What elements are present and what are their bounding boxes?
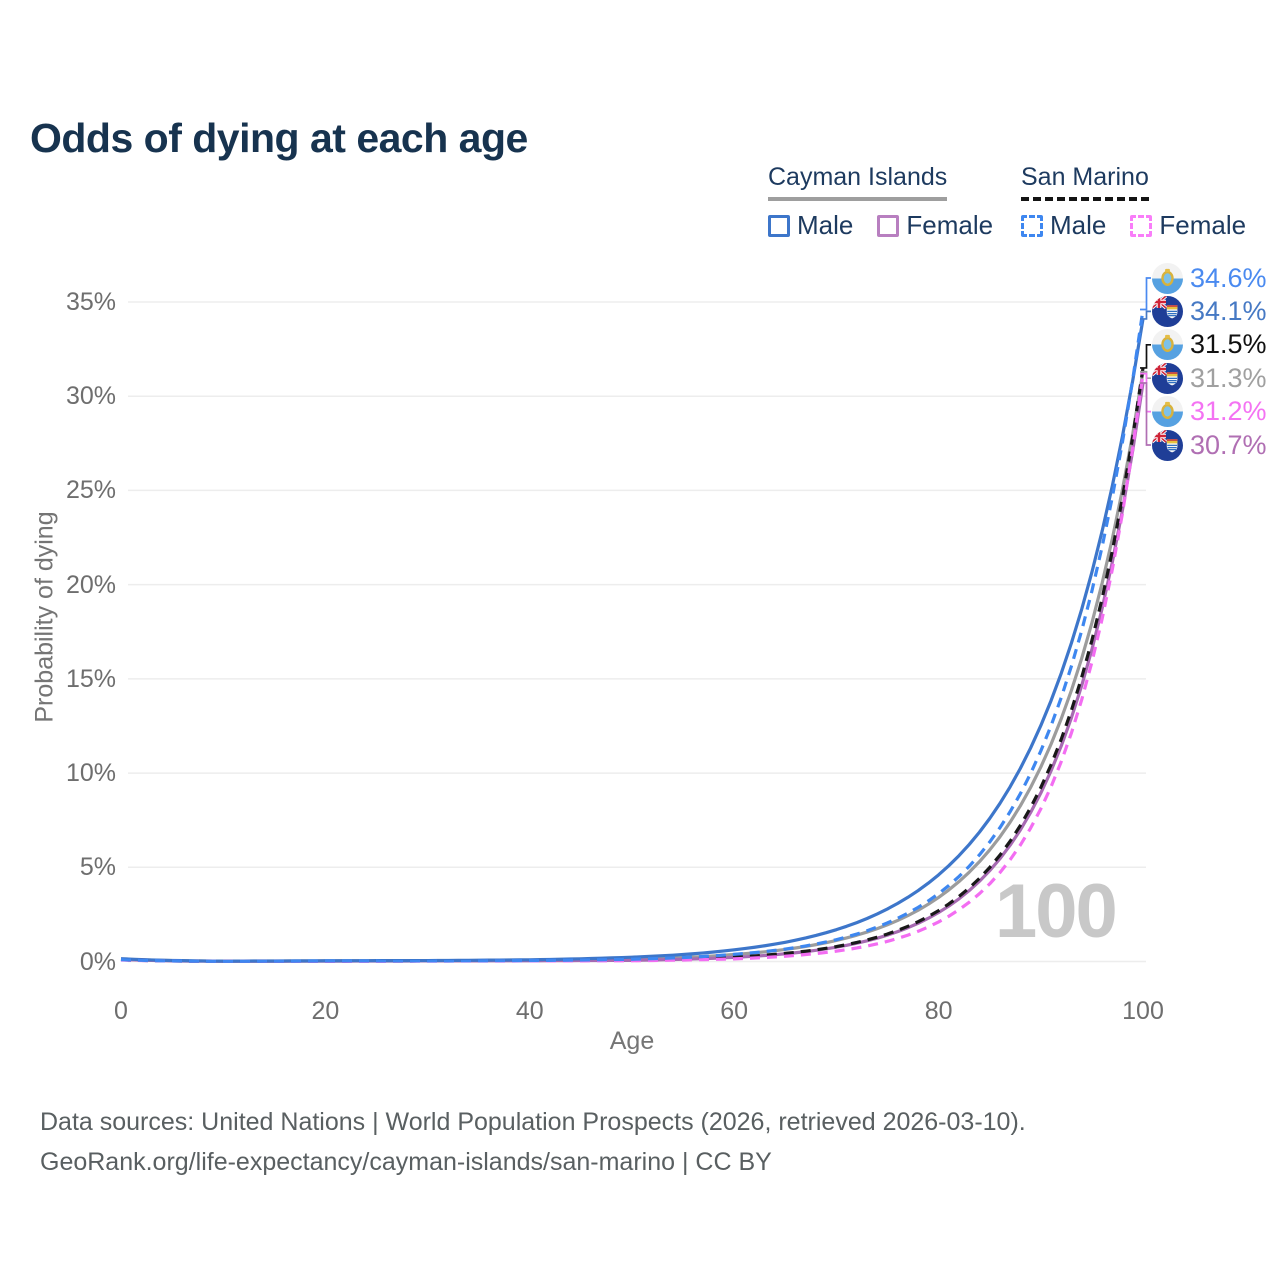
series-end-label: 30.7%: [1152, 429, 1267, 461]
end-label-connector: [1140, 382, 1151, 446]
legend-item-cayman-female[interactable]: Female: [877, 210, 993, 241]
age-watermark: 100: [995, 869, 1118, 954]
series-line-cayman-islands-female: [120, 382, 1145, 963]
san-marino-flag-icon: [1152, 262, 1183, 294]
series-end-label: 34.1%: [1152, 295, 1267, 327]
x-tick-label: 60: [720, 997, 749, 1025]
legend-item-sanmarino-female[interactable]: Female: [1130, 210, 1246, 241]
cayman-islands-flag-icon: [1152, 362, 1183, 394]
x-tick-label: 80: [924, 997, 953, 1025]
series-line-san-marino-male: [120, 309, 1145, 963]
legend-item-label: Female: [906, 210, 994, 240]
legend-title-san-marino[interactable]: San Marino: [1021, 163, 1149, 201]
end-value-text: 34.1%: [1190, 295, 1267, 326]
x-tick-label: 0: [114, 997, 128, 1025]
cayman-female-swatch-icon: [877, 214, 900, 237]
series-line-san-marino-female: [120, 373, 1145, 963]
page-title: Odds of dying at each age: [30, 115, 528, 162]
series-end-label: 31.3%: [1152, 362, 1267, 394]
legend-item-label: Male: [797, 210, 854, 240]
data-sources-text: Data sources: United Nations | World Pop…: [40, 1108, 1026, 1136]
legend-item-label: Male: [1050, 210, 1107, 240]
x-tick-label: 40: [515, 997, 544, 1025]
x-axis-title: Age: [609, 1027, 655, 1055]
legend-group-cayman-islands: Cayman Islands Male Female: [768, 163, 993, 241]
y-tick-label: 35%: [65, 288, 116, 316]
y-tick-label: 10%: [65, 759, 116, 788]
legend-title-cayman-islands[interactable]: Cayman Islands: [768, 163, 948, 201]
x-tick-label: 20: [311, 997, 340, 1025]
y-tick-label: 5%: [79, 853, 116, 882]
series-end-label: 34.6%: [1152, 262, 1267, 294]
end-value-text: 31.5%: [1190, 329, 1267, 360]
san-marino-flag-icon: [1152, 329, 1183, 361]
end-label-connector: [1140, 343, 1151, 369]
end-value-text: 31.3%: [1190, 362, 1267, 393]
y-tick-label: 30%: [65, 382, 116, 411]
series-line-cayman-islands-male: [120, 318, 1145, 963]
cayman-islands-flag-icon: [1152, 429, 1183, 461]
series-end-label: 31.2%: [1152, 396, 1267, 428]
series-end-label: 31.5%: [1152, 329, 1267, 361]
end-value-text: 31.2%: [1190, 396, 1267, 427]
end-value-text: 34.6%: [1190, 262, 1267, 293]
y-tick-label: 25%: [65, 476, 116, 505]
y-tick-label: 15%: [65, 664, 116, 693]
x-tick-label: 100: [1122, 997, 1164, 1025]
cayman-islands-flag-icon: [1152, 295, 1183, 327]
legend-item-sanmarino-male[interactable]: Male: [1021, 210, 1106, 241]
sanmarino-male-swatch-icon: [1021, 214, 1043, 237]
end-label-connector: [1140, 277, 1151, 311]
attribution-link-text[interactable]: GeoRank.org/life-expectancy/cayman-islan…: [40, 1148, 772, 1176]
sanmarino-female-swatch-icon: [1130, 214, 1153, 237]
legend-item-label: Female: [1159, 210, 1247, 240]
cayman-male-swatch-icon: [768, 214, 790, 237]
y-axis-title: Probability of dying: [30, 511, 59, 723]
legend-item-cayman-male[interactable]: Male: [768, 210, 853, 241]
y-tick-label: 0%: [79, 947, 116, 976]
san-marino-flag-icon: [1152, 396, 1183, 428]
end-label-connector: [1140, 310, 1151, 320]
end-value-text: 30.7%: [1190, 429, 1267, 460]
y-tick-label: 20%: [65, 570, 116, 599]
legend-group-san-marino: San Marino Male Female: [1021, 163, 1246, 241]
